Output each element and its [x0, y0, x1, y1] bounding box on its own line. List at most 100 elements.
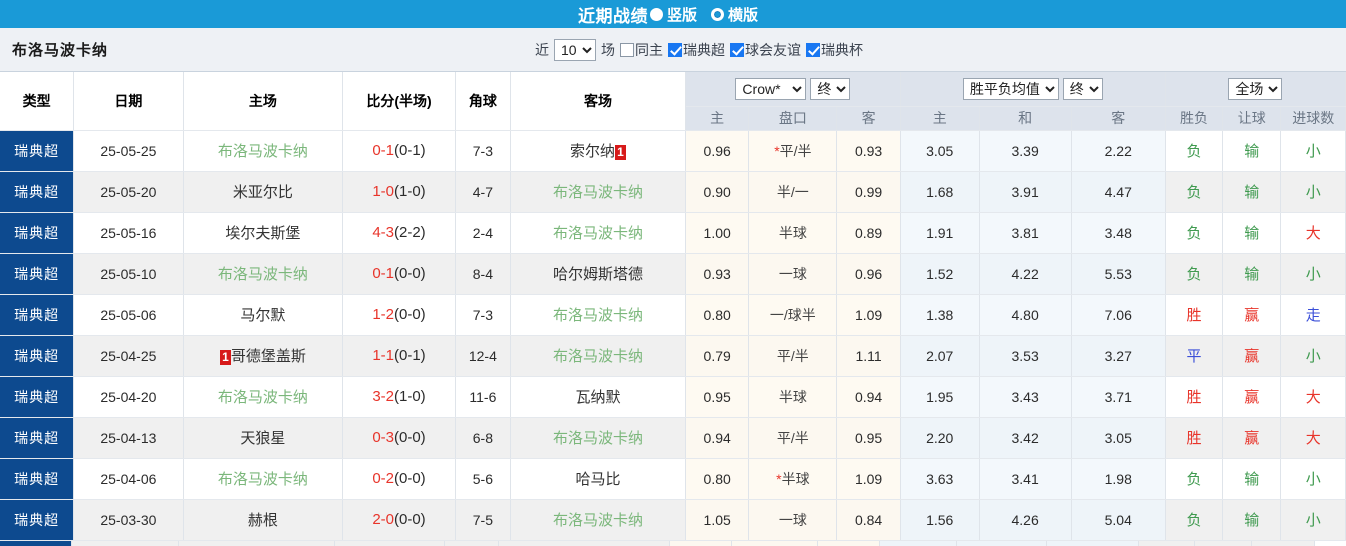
cell-away-team[interactable]: 瓦纳默	[510, 376, 686, 418]
table-row[interactable]: 瑞典超 25-04-20 布洛马波卡纳 3-2(1-0) 11-6 瓦纳默 0.95 半球 0.…	[0, 376, 1346, 418]
checkbox-swedish-league[interactable]: 瑞典超	[668, 40, 725, 60]
partial-row-cell	[670, 540, 732, 546]
cell-score[interactable]: 1-1(0-1)	[342, 335, 456, 377]
cell-home-team[interactable]: 布洛马波卡纳	[183, 376, 344, 418]
layout-radio-group[interactable]: 竖版 横版	[649, 4, 768, 25]
cell-odds-home: 1.52	[900, 253, 980, 295]
cell-match-date: 25-04-25	[73, 335, 184, 377]
cell-home-team[interactable]: 埃尔夫斯堡	[183, 212, 344, 254]
red-card-badge: 1	[614, 144, 626, 160]
cell-handicap-away-odds: 0.84	[836, 499, 901, 541]
checkbox-swedish-cup-label[interactable]: 瑞典杯	[821, 41, 863, 58]
cell-score[interactable]: 2-0(0-0)	[342, 499, 456, 541]
checkbox-same-home-label[interactable]: 同主	[635, 41, 663, 58]
cell-match-type: 瑞典超	[0, 130, 75, 172]
checkbox-swedish-cup-box[interactable]	[806, 42, 820, 57]
radio-vertical-layout[interactable]	[649, 7, 663, 21]
cell-odds-draw: 4.22	[979, 253, 1072, 295]
bookmaker-select[interactable]: Crow*Bet365澳门	[735, 77, 807, 100]
table-row[interactable]: 瑞典超 25-04-13 天狼星 0-3(0-0) 6-8 布洛马波卡纳 0.94 平/半 0.…	[0, 417, 1346, 459]
cell-away-team[interactable]: 布洛马波卡纳	[510, 212, 686, 254]
cell-score[interactable]: 0-1(0-0)	[342, 253, 456, 295]
cell-away-team[interactable]: 哈马比	[510, 458, 686, 500]
cell-away-team[interactable]: 布洛马波卡纳	[510, 499, 686, 541]
checkbox-club-friendly-box[interactable]	[730, 42, 744, 57]
cell-result-handicap: 输	[1222, 212, 1282, 254]
col-header-score: 比分(半场)	[342, 72, 456, 131]
cell-odds-away: 4.47	[1071, 171, 1166, 213]
odds-type-select[interactable]: 胜平负均值亚盘大小球	[962, 77, 1059, 100]
table-row[interactable]: 瑞典超 25-05-20 米亚尔比 1-0(1-0) 4-7 布洛马波卡纳 0.90 半/一 0…	[0, 171, 1346, 213]
cell-away-team[interactable]: 哈尔姆斯塔德	[510, 253, 686, 295]
cell-handicap-away-odds: 0.99	[836, 171, 901, 213]
cell-home-team[interactable]: 米亚尔比	[183, 171, 344, 213]
col-header-handicap-home: 主	[685, 106, 750, 131]
cell-odds-away: 3.71	[1071, 376, 1166, 418]
checkbox-swedish-league-label[interactable]: 瑞典超	[683, 41, 725, 58]
cell-away-team[interactable]: 布洛马波卡纳	[510, 335, 686, 377]
cell-score[interactable]: 1-2(0-0)	[342, 294, 456, 336]
cell-match-date: 25-04-20	[73, 376, 184, 418]
table-row[interactable]: 瑞典超 25-05-10 布洛马波卡纳 0-1(0-0) 8-4 哈尔姆斯塔德 0.93 一球…	[0, 253, 1346, 295]
cell-handicap-line: 半/一	[748, 171, 838, 213]
cell-match-type: 瑞典超	[0, 294, 75, 336]
checkbox-same-home-box[interactable]	[620, 42, 634, 57]
cell-handicap-away-odds: 0.94	[836, 376, 901, 418]
cell-result-winloss: 负	[1165, 212, 1224, 254]
cell-score[interactable]: 1-0(1-0)	[342, 171, 456, 213]
radio-horizontal-layout-label[interactable]: 横版	[728, 6, 759, 24]
table-row[interactable]: 瑞典超 25-04-25 1 哥德堡盖斯 1-1(0-1) 12-4 布洛马波卡纳 0.79 平…	[0, 335, 1346, 377]
cell-home-team[interactable]: 1 哥德堡盖斯	[183, 335, 344, 377]
partial-row-cell	[499, 540, 670, 546]
cell-match-type: 瑞典超	[0, 335, 75, 377]
checkbox-swedish-cup[interactable]: 瑞典杯	[806, 40, 863, 60]
col-header-result-handicap: 让球	[1222, 106, 1282, 131]
cell-result-handicap: 输	[1222, 458, 1282, 500]
table-row[interactable]: 瑞典超 25-05-16 埃尔夫斯堡 4-3(2-2) 2-4 布洛马波卡纳 1.00 半球 0…	[0, 212, 1346, 254]
cell-score[interactable]: 4-3(2-2)	[342, 212, 456, 254]
column-header-row: 主 盘口 客 主 和 客 胜负 让球 进球数	[0, 106, 1346, 131]
cell-home-team[interactable]: 布洛马波卡纳	[183, 130, 344, 172]
cell-handicap-line: 一/球半	[748, 294, 838, 336]
cell-match-date: 25-05-20	[73, 171, 184, 213]
cell-odds-away: 1.98	[1071, 458, 1166, 500]
cell-home-team[interactable]: 赫根	[183, 499, 344, 541]
cell-home-team[interactable]: 天狼星	[183, 417, 344, 459]
cell-odds-home: 1.68	[900, 171, 980, 213]
cell-corners: 11-6	[455, 376, 512, 418]
cell-away-team[interactable]: 布洛马波卡纳	[510, 417, 686, 459]
checkbox-club-friendly-label[interactable]: 球会友谊	[745, 41, 801, 58]
cell-score[interactable]: 0-2(0-0)	[342, 458, 456, 500]
table-row[interactable]: 瑞典超 25-03-30 赫根 2-0(0-0) 7-5 布洛马波卡纳 1.05 一球 0.84…	[0, 499, 1346, 541]
radio-vertical-layout-label[interactable]: 竖版	[666, 6, 697, 24]
team-name-heading: 布洛马波卡纳	[12, 42, 109, 59]
partial-next-row-strip	[0, 540, 1346, 546]
table-row[interactable]: 瑞典超 25-05-06 马尔默 1-2(0-0) 7-3 布洛马波卡纳 0.80 一/球半 1…	[0, 294, 1346, 336]
cell-home-team[interactable]: 马尔默	[183, 294, 344, 336]
cell-handicap-line: 半球	[748, 212, 838, 254]
match-count-select[interactable]: 6102030	[554, 38, 596, 61]
col-header-away: 客场	[510, 72, 686, 131]
cell-score[interactable]: 0-3(0-0)	[342, 417, 456, 459]
cell-home-team[interactable]: 布洛马波卡纳	[183, 253, 344, 295]
table-row[interactable]: 瑞典超 25-04-06 布洛马波卡纳 0-2(0-0) 5-6 哈马比 0.80 *半球 1.…	[0, 458, 1346, 500]
cell-score[interactable]: 3-2(1-0)	[342, 376, 456, 418]
table-row[interactable]: 瑞典超 25-05-25 布洛马波卡纳 0-1(0-1) 7-3 索尔纳 1 0.96 *平/半…	[0, 130, 1346, 172]
checkbox-swedish-league-box[interactable]	[668, 42, 682, 57]
cell-home-team[interactable]: 布洛马波卡纳	[183, 458, 344, 500]
checkbox-club-friendly[interactable]: 球会友谊	[730, 40, 801, 60]
odds-phase-select[interactable]: 初终	[1062, 77, 1103, 100]
cell-away-team[interactable]: 索尔纳 1	[510, 130, 686, 172]
cell-result-goals: 大	[1280, 376, 1346, 418]
cell-odds-home: 1.95	[900, 376, 980, 418]
scope-select[interactable]: 全场半场	[1228, 77, 1283, 100]
handicap-phase-select[interactable]: 初终	[810, 77, 851, 100]
cell-match-type: 瑞典超	[0, 212, 75, 254]
cell-match-date: 25-05-16	[73, 212, 184, 254]
partial-row-cell	[880, 540, 957, 546]
cell-score[interactable]: 0-1(0-1)	[342, 130, 456, 172]
cell-away-team[interactable]: 布洛马波卡纳	[510, 294, 686, 336]
checkbox-same-home[interactable]: 同主	[620, 40, 663, 60]
radio-horizontal-layout[interactable]	[711, 7, 724, 21]
cell-away-team[interactable]: 布洛马波卡纳	[510, 171, 686, 213]
